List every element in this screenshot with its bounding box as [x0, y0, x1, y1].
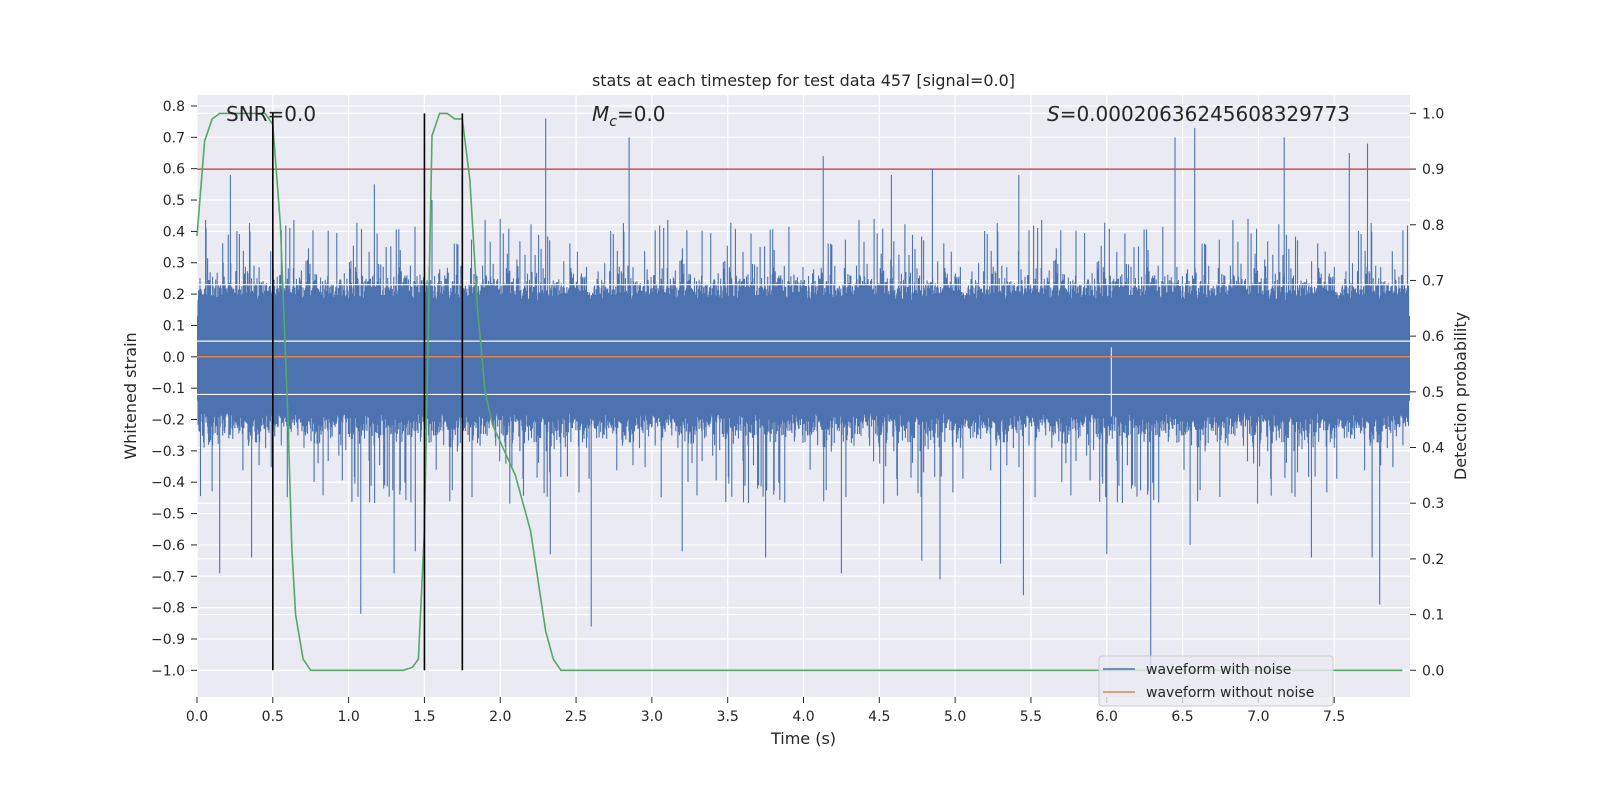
y-tick-label: 0.8 — [163, 99, 185, 115]
snr-annotation: SNR=0.0 — [226, 102, 316, 126]
x-axis-label: Time (s) — [770, 729, 836, 748]
x-tick-label: 1.0 — [337, 709, 359, 725]
y2-tick-label: 0.8 — [1422, 218, 1444, 234]
y2-tick-label: 0.5 — [1422, 385, 1444, 401]
mc-subscript: c — [609, 114, 617, 130]
legend-box — [1098, 655, 1334, 707]
y-axis-label: Whitened strain — [121, 332, 140, 459]
mc-symbol: M — [592, 102, 609, 126]
y-tick-label: 0.7 — [163, 130, 185, 146]
y2-tick-label: 0.1 — [1422, 608, 1444, 624]
legend: waveform with noise waveform without noi… — [1098, 655, 1334, 707]
y-tick-label: 0.5 — [163, 193, 185, 209]
y-tick-label: −0.4 — [151, 475, 185, 491]
y-tick-label: −0.2 — [151, 413, 185, 429]
y-tick-label: −1.0 — [151, 663, 185, 679]
x-tick-label: 2.0 — [489, 709, 511, 725]
y2-tick-label: 0.9 — [1422, 162, 1444, 178]
series-layer — [196, 112, 1410, 672]
y2-axis-ticks: 1.0 0.9 0.8 0.7 0.6 0.5 0.4 0.3 0.2 0.1 0.0 — [1410, 106, 1444, 679]
y-tick-label: −0.7 — [151, 569, 185, 585]
x-tick-label: 0.5 — [262, 709, 284, 725]
y2-axis-label: Detection probability — [1451, 312, 1470, 480]
vertical-lines — [272, 113, 464, 671]
chart-title: stats at each timestep for test data 457… — [592, 71, 1015, 90]
y-tick-label: 0.0 — [163, 350, 185, 366]
x-tick-label: 7.0 — [1247, 709, 1269, 725]
y-tick-label: 0.6 — [163, 162, 185, 178]
y2-tick-label: 0.7 — [1422, 273, 1444, 289]
y-tick-label: −0.9 — [151, 632, 185, 648]
x-tick-label: 4.5 — [868, 709, 890, 725]
y-tick-label: 0.4 — [163, 224, 185, 240]
y-axis-ticks: 0.8 0.7 0.6 0.5 0.4 0.3 0.2 0.1 0.0 −0.1 −0.2 −0.3 −… — [151, 99, 197, 679]
y-tick-label: −0.5 — [151, 507, 185, 523]
y2-tick-label: 0.0 — [1422, 663, 1444, 679]
y-tick-label: −0.1 — [151, 381, 185, 397]
y2-tick-label: 0.2 — [1422, 552, 1444, 568]
y-tick-label: −0.8 — [151, 601, 185, 617]
x-tick-label: 6.5 — [1171, 709, 1193, 725]
y-tick-label: 0.3 — [163, 256, 185, 272]
y2-tick-label: 1.0 — [1422, 106, 1444, 122]
x-tick-label: 5.0 — [944, 709, 966, 725]
x-tick-label: 2.5 — [565, 709, 587, 725]
x-tick-label: 0.0 — [186, 709, 208, 725]
s-value: =0.00020636245608329773 — [1060, 102, 1350, 126]
s-annotation: S=0.00020636245608329773 — [1047, 102, 1350, 126]
legend-label-clean: waveform without noise — [1146, 685, 1314, 701]
x-tick-label: 5.5 — [1020, 709, 1042, 725]
y-tick-label: −0.6 — [151, 538, 185, 554]
x-tick-label: 1.5 — [413, 709, 435, 725]
series-waveform-with-noise-core — [197, 316, 1410, 401]
x-tick-label: 7.5 — [1323, 709, 1345, 725]
y-tick-label: 0.1 — [163, 318, 185, 334]
mc-annotation: Mc=0.0 — [592, 102, 666, 130]
y-tick-label: −0.3 — [151, 444, 185, 460]
x-tick-label: 4.0 — [792, 709, 814, 725]
y2-tick-label: 0.4 — [1422, 441, 1444, 457]
x-axis-ticks: 0.0 0.5 1.0 1.5 2.0 2.5 3.0 3.5 4.0 4.5 5.0 5.5 6.0 6… — [186, 697, 1345, 725]
s-symbol: S — [1047, 102, 1060, 126]
x-tick-label: 3.0 — [641, 709, 663, 725]
legend-label-noise: waveform with noise — [1146, 662, 1291, 678]
mc-value: =0.0 — [617, 102, 666, 126]
x-tick-label: 6.0 — [1096, 709, 1118, 725]
y2-tick-label: 0.3 — [1422, 496, 1444, 512]
y-tick-label: 0.2 — [163, 287, 185, 303]
x-tick-label: 3.5 — [717, 709, 739, 725]
y2-tick-label: 0.6 — [1422, 329, 1444, 345]
